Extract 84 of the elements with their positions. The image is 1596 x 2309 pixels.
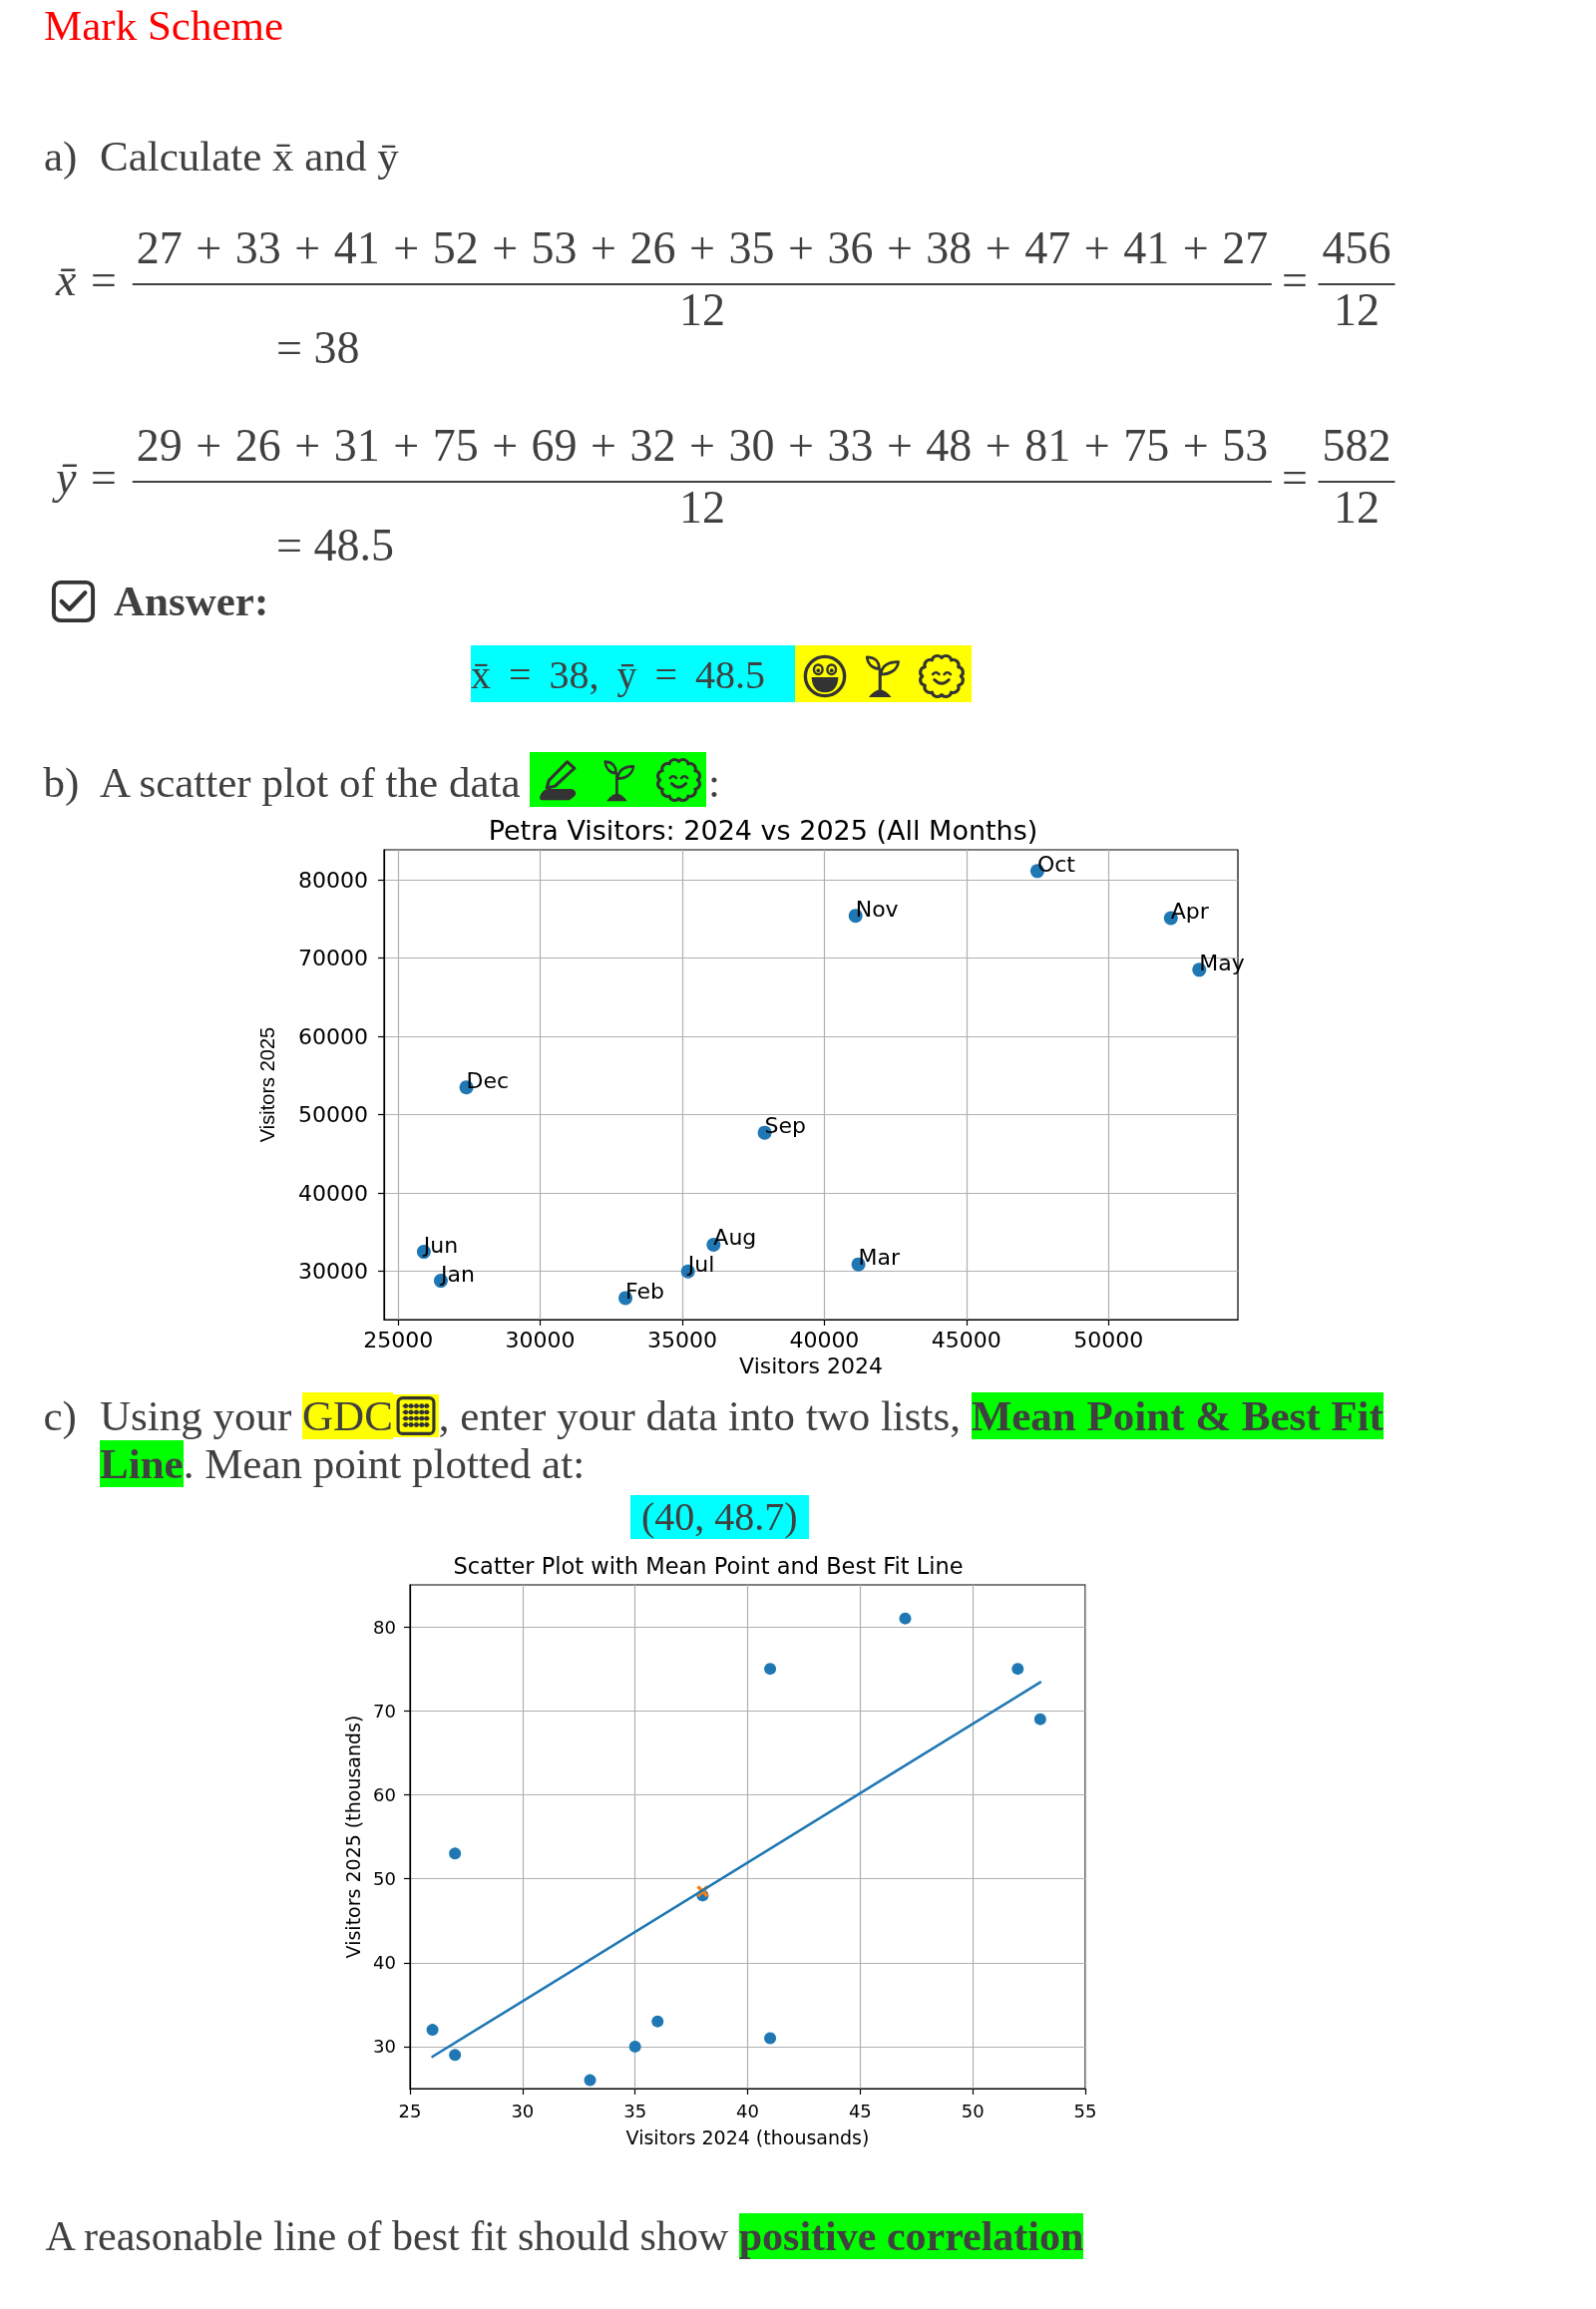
text: = bbox=[1282, 452, 1308, 504]
x-tick-label: 40000 bbox=[789, 1327, 860, 1352]
text: . Mean point plotted at: bbox=[183, 1439, 586, 1487]
data-label: Jun bbox=[421, 1232, 459, 1258]
data-label: Mar bbox=[858, 1245, 902, 1271]
data-label: Sep bbox=[764, 1113, 807, 1139]
text: Answer: bbox=[114, 577, 269, 625]
text: , enter your data into two lists, bbox=[438, 1391, 961, 1439]
x-tick-label: 50000 bbox=[1073, 1327, 1144, 1352]
text: b) bbox=[43, 758, 80, 806]
point bbox=[651, 2015, 664, 2028]
text: Using your bbox=[100, 1391, 292, 1439]
point bbox=[628, 2040, 641, 2053]
chart-title: Scatter Plot with Mean Point and Best Fit Line bbox=[453, 1552, 964, 1579]
y-tick-label: 40000 bbox=[298, 1180, 368, 1206]
text: GDC bbox=[302, 1391, 393, 1439]
text: 12 bbox=[679, 284, 725, 336]
text: positive correlation bbox=[738, 2212, 1084, 2259]
text: 29 + 26 + 31 + 75 + 69 + 32 + 30 + 33 + 48 + 81 + 75 + 53 bbox=[136, 420, 1269, 472]
text: 12 bbox=[1334, 482, 1380, 534]
text: Mean Point & Best Fit bbox=[971, 1391, 1384, 1439]
text: 456 bbox=[1322, 222, 1392, 274]
x-tick-label: 30000 bbox=[505, 1327, 576, 1352]
y-tick-label: 60 bbox=[373, 1783, 396, 1805]
text: x̄ = 38, ȳ = 48.5 bbox=[471, 645, 795, 702]
data-label: Jul bbox=[685, 1252, 715, 1278]
text: = bbox=[1282, 254, 1308, 306]
data-label: Jan bbox=[438, 1261, 475, 1287]
y-tick-label: 60000 bbox=[298, 1023, 368, 1049]
chart-title: Petra Visitors: 2024 vs 2025 (All Months) bbox=[488, 815, 1038, 846]
x-tick-label: 35 bbox=[623, 2100, 647, 2121]
text: A scatter plot of the data bbox=[100, 758, 521, 806]
x-axis-title: Visitors 2024 bbox=[739, 1353, 883, 1379]
y-axis-title: Visitors 2025 bbox=[256, 1026, 278, 1143]
point bbox=[449, 1847, 462, 1860]
text: x̄ = bbox=[56, 254, 119, 306]
y-tick-label: 50000 bbox=[298, 1102, 368, 1128]
y-tick-label: 70 bbox=[373, 1700, 396, 1722]
point bbox=[764, 1663, 777, 1676]
text: A reasonable line of best fit should show bbox=[45, 2212, 729, 2259]
text: Line bbox=[100, 1439, 184, 1487]
y-axis-title: Visitors 2025 (thousands) bbox=[341, 1715, 364, 1959]
text: a) bbox=[44, 132, 78, 180]
data-label: Aug bbox=[713, 1225, 757, 1251]
data-label: Oct bbox=[1036, 851, 1076, 877]
x-tick-label: 40 bbox=[736, 2100, 759, 2121]
data-label: Feb bbox=[625, 1278, 664, 1304]
x-tick-label: 45000 bbox=[931, 1327, 1001, 1352]
x-tick-label: 35000 bbox=[647, 1327, 717, 1352]
text: : bbox=[708, 758, 720, 806]
y-tick-label: 30000 bbox=[298, 1259, 368, 1285]
point bbox=[899, 1612, 912, 1625]
point bbox=[426, 2024, 439, 2037]
data-label: Nov bbox=[855, 896, 899, 922]
point bbox=[449, 2049, 462, 2062]
data-label: Dec bbox=[466, 1067, 510, 1093]
y-tick-label: 70000 bbox=[298, 946, 368, 971]
text: = 48.5 bbox=[276, 520, 394, 572]
text: Mark Scheme bbox=[44, 1, 284, 49]
text: 12 bbox=[1334, 284, 1380, 336]
text: 12 bbox=[679, 482, 725, 534]
text: (40, 48.7) bbox=[630, 1494, 809, 1539]
x-tick-label: 45 bbox=[848, 2100, 872, 2121]
x-tick-label: 30 bbox=[511, 2100, 535, 2121]
y-tick-label: 40 bbox=[373, 1952, 396, 1974]
x-tick-label: 50 bbox=[961, 2100, 985, 2121]
y-tick-label: 80 bbox=[373, 1616, 396, 1638]
text: Calculate x̄ and ȳ bbox=[100, 132, 399, 180]
y-tick-label: 80000 bbox=[298, 867, 368, 893]
point bbox=[1033, 1713, 1046, 1726]
y-tick-label: 50 bbox=[373, 1868, 396, 1890]
text: c) bbox=[43, 1391, 77, 1439]
point bbox=[764, 2032, 777, 2045]
data-label: Apr bbox=[1170, 898, 1210, 924]
x-tick-label: 25000 bbox=[363, 1327, 434, 1352]
text: 27 + 33 + 41 + 52 + 53 + 26 + 35 + 36 + 38 + 47 + 41 + 27 bbox=[136, 222, 1269, 274]
text: 582 bbox=[1322, 420, 1392, 472]
point bbox=[1011, 1663, 1024, 1676]
y-tick-label: 30 bbox=[373, 2036, 396, 2058]
x-axis-title: Visitors 2024 (thousands) bbox=[625, 2125, 870, 2148]
x-tick-label: 25 bbox=[398, 2100, 422, 2121]
point bbox=[584, 2074, 597, 2087]
text: = 38 bbox=[276, 322, 360, 374]
x-tick-label: 55 bbox=[1073, 2100, 1097, 2121]
